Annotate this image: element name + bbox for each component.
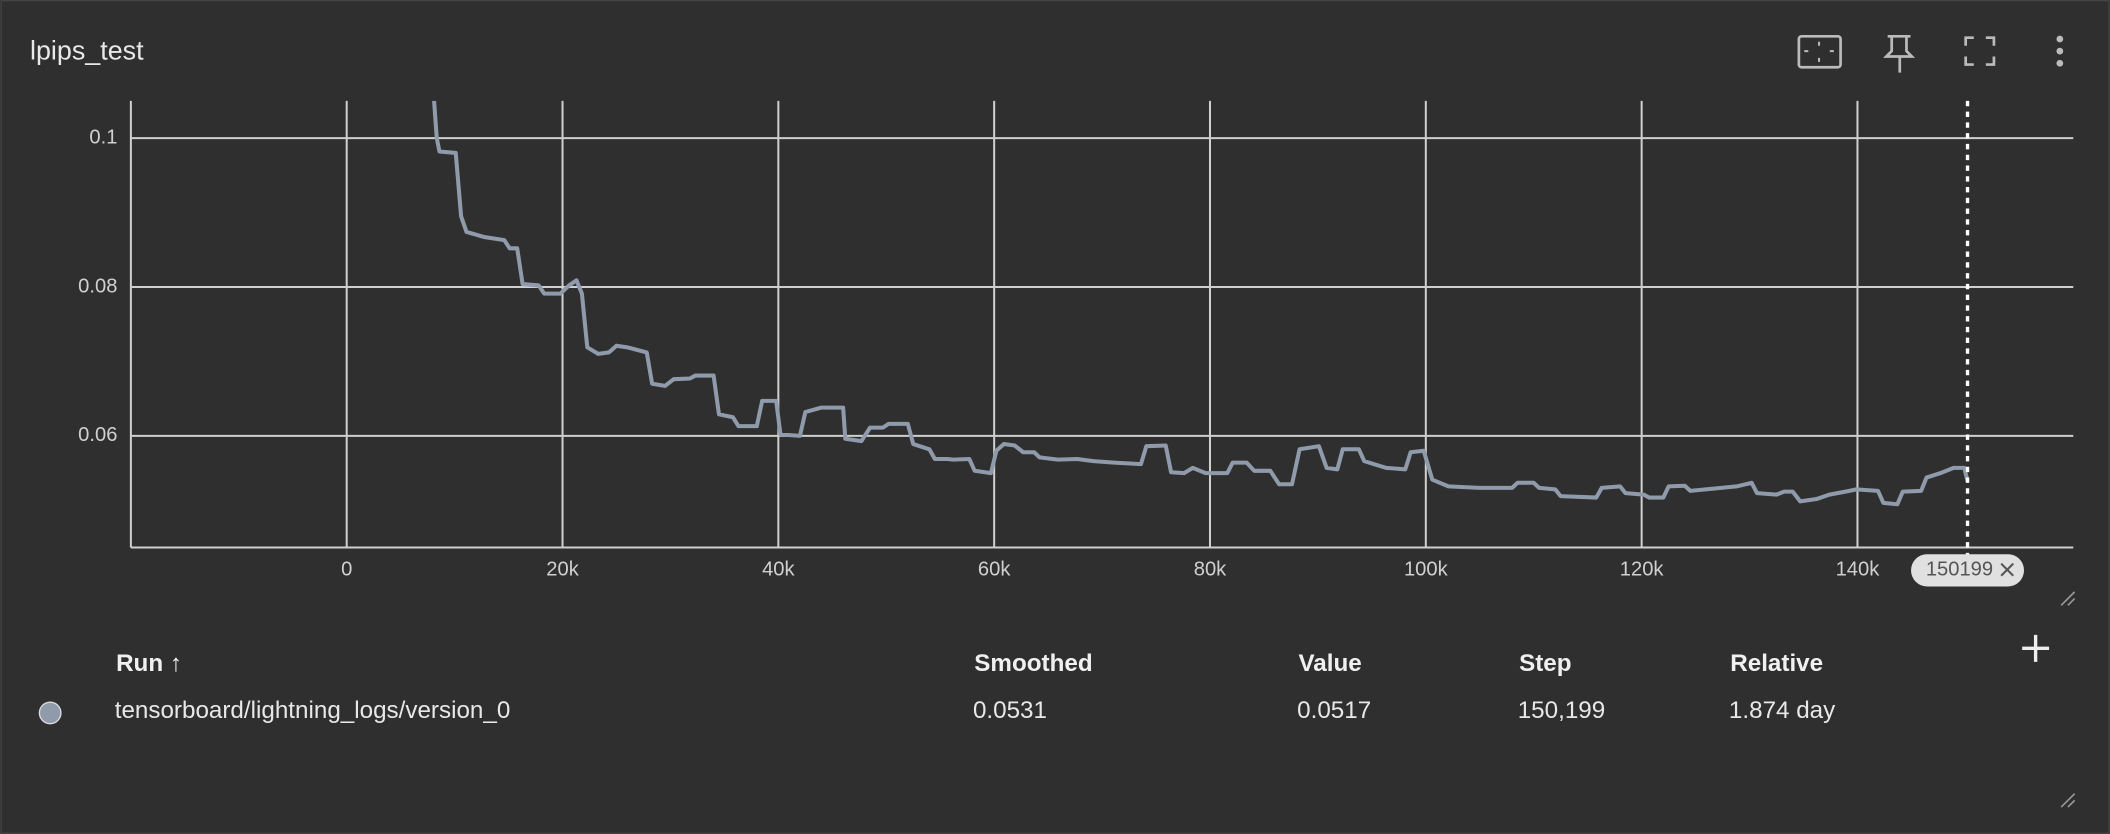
- relative: 1.874 day: [1729, 697, 1836, 724]
- y-tick-label: 0.08: [78, 275, 117, 297]
- hover-step-label: 150199: [1926, 559, 1993, 581]
- x-tick-label: 60k: [978, 559, 1011, 581]
- step: 150,199: [1518, 697, 1606, 724]
- x-tick-label: 120k: [1620, 559, 1665, 581]
- hover-chip-close[interactable]: [2000, 562, 2014, 577]
- column-header: Relative: [1730, 650, 1823, 677]
- smoothed-value: 0.0531: [973, 697, 1047, 724]
- x-tick-label: 140k: [1836, 559, 1881, 581]
- column-header: Value: [1298, 650, 1361, 677]
- value: 0.0517: [1297, 697, 1371, 724]
- resize-handle[interactable]: [2060, 591, 2076, 606]
- resize-handle[interactable]: [2060, 793, 2076, 808]
- plot-area: 0 20k 40k 60k 80k 100k 120k 140k 0.06 0.08 0.1 1501…: [78, 100, 2074, 587]
- hover-chip: [1911, 554, 2025, 587]
- column-header[interactable]: Run ↑: [116, 650, 182, 677]
- column-header: Step: [1519, 650, 1571, 677]
- y-tick-label: 0.1: [89, 126, 117, 148]
- fit-domain-button[interactable]: [1797, 34, 1842, 69]
- x-tick-label: 80k: [1194, 559, 1227, 581]
- run-name: tensorboard/lightning_logs/version_0: [115, 697, 511, 724]
- pin-button[interactable]: [1883, 34, 1916, 73]
- x-tick-label: 40k: [762, 559, 795, 581]
- x-tick-label: 20k: [546, 559, 579, 581]
- toolbar: [1797, 34, 2064, 73]
- y-tick-label: 0.06: [78, 424, 117, 446]
- more-button[interactable]: [2056, 35, 2064, 67]
- run-color[interactable]: [38, 701, 62, 725]
- x-tick-label: 0: [341, 559, 352, 581]
- card-title: lpips_test: [30, 36, 144, 66]
- series-line: [432, 100, 1970, 507]
- add-button[interactable]: [2022, 634, 2050, 662]
- x-tick-label: 100k: [1404, 559, 1449, 581]
- fullscreen-button[interactable]: [1964, 36, 1996, 66]
- column-header: Smoothed: [974, 650, 1092, 677]
